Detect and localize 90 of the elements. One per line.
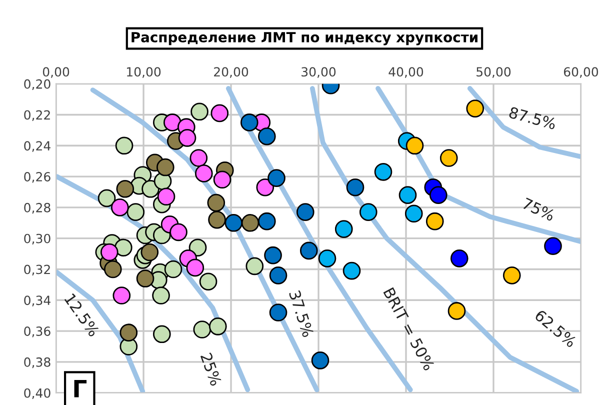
point bbox=[136, 270, 154, 288]
point bbox=[104, 260, 122, 278]
point bbox=[164, 260, 182, 278]
point bbox=[199, 272, 218, 291]
point bbox=[406, 136, 424, 155]
point bbox=[346, 178, 364, 196]
point bbox=[112, 286, 131, 304]
x-tick-label: 20,00 bbox=[214, 67, 248, 78]
point bbox=[246, 257, 264, 276]
point bbox=[190, 149, 208, 167]
annotation: Г bbox=[74, 380, 87, 398]
point bbox=[398, 186, 417, 204]
x-tick-label: 60,00 bbox=[564, 67, 598, 78]
point bbox=[163, 114, 182, 132]
point bbox=[300, 242, 318, 260]
annotation: 87.5% bbox=[508, 106, 557, 130]
point bbox=[426, 212, 444, 230]
point bbox=[98, 189, 116, 208]
point bbox=[256, 178, 274, 196]
point bbox=[269, 304, 288, 322]
point bbox=[374, 162, 392, 181]
point bbox=[157, 188, 176, 206]
point bbox=[116, 180, 134, 198]
point bbox=[334, 220, 353, 238]
x-tick-label: 30,00 bbox=[302, 67, 336, 78]
x-tick-label: 10,00 bbox=[127, 67, 161, 78]
x-tick-label: 40,00 bbox=[388, 67, 424, 78]
point bbox=[342, 262, 361, 280]
point bbox=[178, 129, 196, 147]
point bbox=[156, 158, 174, 176]
point bbox=[114, 238, 132, 257]
point bbox=[152, 286, 170, 304]
y-tick-label: 0,22 bbox=[24, 110, 50, 121]
point bbox=[258, 127, 276, 146]
point bbox=[544, 237, 562, 255]
y-tick-label: 0,36 bbox=[24, 326, 50, 338]
point bbox=[318, 250, 336, 268]
y-tick-label: 0,30 bbox=[24, 234, 50, 245]
y-tick-label: 0,26 bbox=[24, 172, 50, 183]
point bbox=[241, 214, 260, 232]
point bbox=[190, 102, 208, 121]
point bbox=[188, 238, 207, 257]
point bbox=[359, 203, 378, 221]
point bbox=[269, 266, 288, 284]
y-tick-label: 0,34 bbox=[24, 296, 50, 306]
point bbox=[193, 320, 212, 338]
line-series bbox=[467, 86, 581, 159]
point bbox=[110, 198, 129, 216]
point bbox=[440, 149, 458, 167]
point bbox=[224, 214, 243, 232]
annotation: 25% bbox=[200, 352, 222, 386]
point bbox=[296, 203, 314, 221]
point bbox=[140, 243, 159, 262]
point bbox=[142, 180, 160, 198]
point bbox=[240, 114, 258, 132]
point bbox=[466, 100, 484, 118]
point bbox=[170, 223, 188, 242]
point bbox=[404, 204, 423, 223]
line-series bbox=[376, 86, 581, 244]
y-tick-label: 0,40 bbox=[24, 388, 50, 400]
point bbox=[152, 325, 171, 344]
y-tick-label: 0,24 bbox=[24, 141, 50, 152]
point bbox=[213, 170, 232, 189]
y-tick-label: 0,20 bbox=[24, 79, 50, 90]
point bbox=[448, 302, 466, 320]
point bbox=[115, 136, 134, 155]
chart-title: Распределение ЛМТ по индексу хрупкости bbox=[132, 32, 478, 46]
point bbox=[208, 210, 226, 229]
point bbox=[207, 194, 226, 212]
x-tick-label: 0,00 bbox=[42, 67, 70, 78]
point bbox=[429, 186, 448, 204]
point bbox=[311, 351, 330, 370]
point bbox=[100, 243, 118, 262]
point bbox=[268, 169, 286, 187]
point bbox=[210, 104, 229, 122]
x-tick-label: 50,00 bbox=[476, 67, 511, 78]
point bbox=[120, 324, 138, 342]
point bbox=[194, 164, 213, 182]
y-tick-label: 0,28 bbox=[24, 202, 50, 214]
point bbox=[208, 318, 227, 336]
point bbox=[126, 203, 145, 221]
point bbox=[502, 266, 521, 284]
point bbox=[258, 212, 276, 230]
y-tick-label: 0,38 bbox=[24, 357, 50, 368]
y-tick-label: 0,32 bbox=[24, 264, 50, 276]
annotation: 75% bbox=[522, 197, 556, 222]
point bbox=[186, 258, 204, 277]
point bbox=[450, 250, 468, 268]
point bbox=[264, 246, 282, 264]
annotation: 37.5% bbox=[288, 290, 314, 338]
